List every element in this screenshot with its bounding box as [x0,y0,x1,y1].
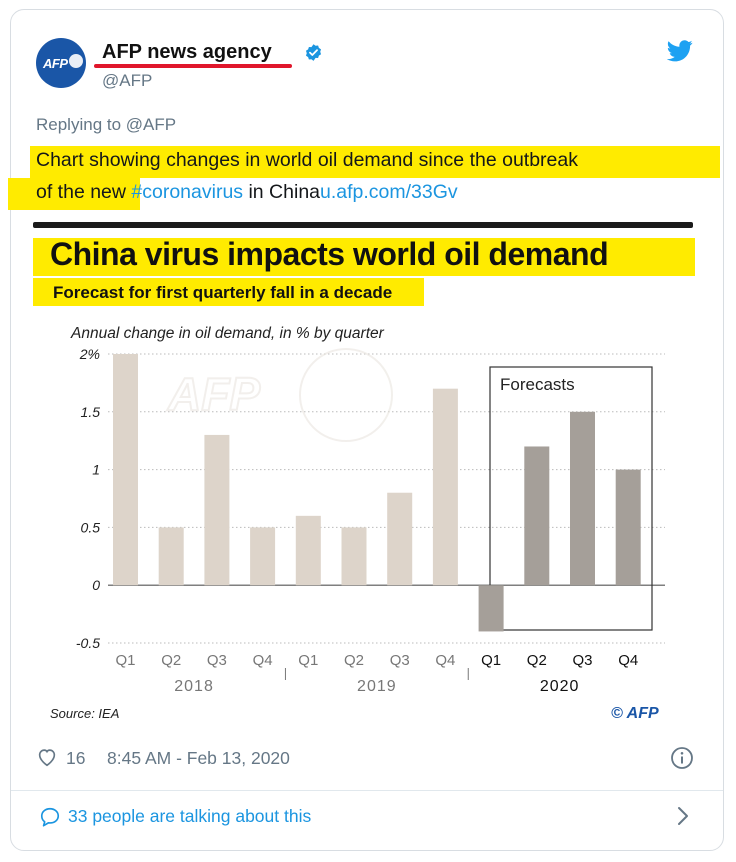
y-axis-label: Annual change in oil demand, in % by qua… [70,325,385,342]
avatar-logo-text: AFP [43,56,68,71]
year-label: 2018 [174,678,214,695]
bar [295,515,321,586]
year-label: 2019 [357,678,397,695]
like-heart-icon[interactable] [36,746,58,768]
chart-source: Source: IEA [50,706,119,721]
highlight-line2 [8,178,140,210]
bar [570,411,595,586]
subtitle-highlight [33,278,424,306]
bar [341,527,367,586]
verified-badge-icon [305,44,322,61]
title-highlight [33,238,695,276]
x-tick-label: Q1 [481,652,501,669]
footer-divider [11,790,723,791]
y-tick-label: -0.5 [76,635,100,651]
conversation-bubble-icon[interactable] [38,806,62,828]
y-tick-label: 0 [92,577,100,593]
y-tick-label: 1.5 [81,404,101,420]
chart-subtitle: Forecast for first quarterly fall in a d… [53,283,393,302]
avatar[interactable]: AFP [36,38,86,88]
x-tick-label: Q3 [207,652,227,669]
bar [158,527,184,586]
forecast-box [489,366,653,631]
watermark-globe-icon [299,348,393,442]
tweet-text-mid: in China [243,181,321,203]
chart-credit: © AFP [611,705,659,722]
year-label: 2020 [540,678,580,695]
bar [113,354,138,586]
tweet-timestamp[interactable]: 8:45 AM - Feb 13, 2020 [107,748,290,768]
y-tick-label: 1 [92,462,100,478]
replying-to[interactable]: Replying to @AFP [36,115,177,134]
watermark-text: AFP [167,368,260,420]
bar [387,492,413,586]
x-tick-label: Q2 [161,652,181,669]
bar [478,585,504,632]
author-handle[interactable]: @AFP [102,71,153,90]
chart-top-rule [33,222,693,228]
x-tick-label: Q4 [253,652,273,669]
x-tick-label: Q4 [435,652,455,669]
y-tick-label: 2% [79,346,100,362]
author-name[interactable]: AFP news agency [102,41,272,63]
tweet-text-pre: of the new [36,181,132,203]
hashtag-link[interactable]: #coronavirus [131,181,244,203]
x-tick-label: Q2 [527,652,547,669]
x-tick-label: Q2 [344,652,364,669]
tweet-text-line2: of the new #coronavirus in Chinau.afp.co… [36,181,458,204]
twitter-bird-icon[interactable] [667,40,693,62]
avatar-globe-icon [69,54,83,68]
info-icon[interactable] [670,746,694,770]
watermark: AFP [166,348,393,442]
forecast-label: Forecasts [500,375,575,394]
highlight-line1 [30,146,720,178]
like-count[interactable]: 16 [66,748,86,768]
chart-title: China virus impacts world oil demand [50,236,609,272]
talking-about-link[interactable]: 33 people are talking about this [68,806,312,826]
oil-demand-chart: Annual change in oil demand, in % by qua… [50,325,665,722]
x-tick-label: Q1 [115,652,135,669]
tweet-text-line1: Chart showing changes in world oil deman… [36,149,578,171]
chevron-right-icon[interactable] [675,805,691,827]
x-tick-label: Q1 [298,652,318,669]
bar [615,469,641,586]
author-name-underline [94,64,292,68]
bar [432,388,458,586]
bar [250,527,276,586]
x-tick-label: Q3 [572,652,592,669]
bar [204,434,230,586]
url-link[interactable]: u.afp.com/33Gv [320,181,458,203]
x-tick-label: Q3 [390,652,410,669]
y-tick-label: 0.5 [81,519,101,535]
x-tick-label: Q4 [618,652,638,669]
bar [524,446,550,586]
